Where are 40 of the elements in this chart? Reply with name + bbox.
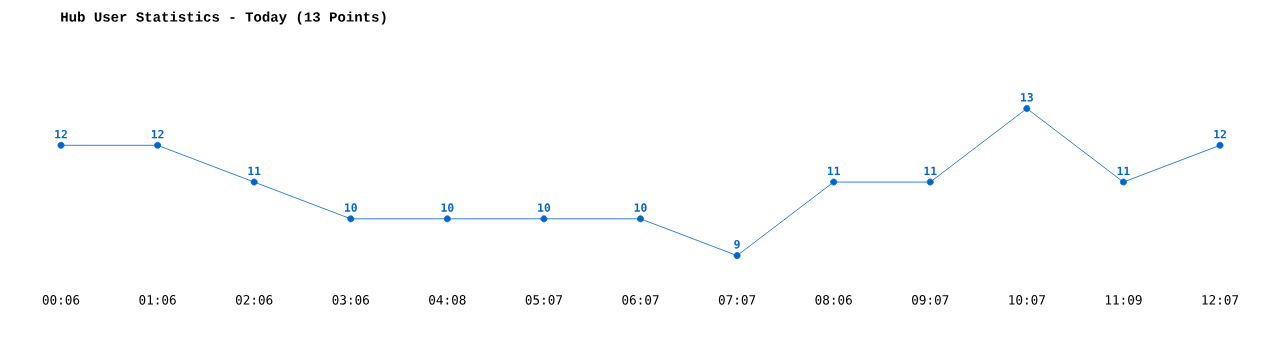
chart-title: Hub User Statistics - Today (13 Points) (61, 11, 386, 25)
data-label: 11 (827, 166, 840, 176)
x-tick-label: 10:07 (1009, 295, 1045, 305)
point (154, 141, 162, 149)
data-label: 10 (538, 203, 551, 212)
data-label: 10 (441, 203, 454, 212)
data-label: 12 (151, 129, 164, 139)
x-tick-label: 07:07 (718, 295, 756, 305)
point (1216, 141, 1224, 149)
data-label: 13 (1021, 93, 1033, 102)
data-label: 10 (344, 203, 357, 212)
data-label: 11 (1117, 166, 1130, 176)
point (1023, 105, 1031, 112)
point (926, 178, 934, 186)
x-tick-label: 12:07 (1202, 295, 1239, 305)
point (830, 178, 838, 186)
point (443, 215, 451, 223)
data-label: 11 (248, 166, 261, 176)
data-label: 12 (55, 129, 67, 139)
point (347, 215, 355, 223)
x-tick-label: 04:08 (429, 295, 466, 305)
point (250, 178, 258, 186)
x-tick-label: 03:06 (332, 295, 369, 305)
data-label: 10 (634, 203, 647, 212)
point (637, 215, 644, 223)
point (733, 252, 741, 260)
x-tick-label: 01:06 (139, 295, 176, 305)
point (540, 215, 548, 223)
x-tick-label: 09:07 (912, 295, 949, 305)
x-tick-label: 11:09 (1105, 295, 1142, 305)
data-label: 9 (734, 240, 740, 249)
point (57, 141, 65, 149)
point (1119, 178, 1127, 186)
data-label: 12 (1214, 129, 1226, 139)
data-label: 11 (924, 166, 937, 176)
x-tick-label: 06:07 (622, 295, 659, 305)
x-tick-label: 08:06 (815, 295, 852, 305)
x-tick-label: 02:06 (235, 295, 273, 305)
x-tick-label: 00:06 (42, 295, 80, 305)
x-tick-label: 05:07 (525, 295, 563, 305)
